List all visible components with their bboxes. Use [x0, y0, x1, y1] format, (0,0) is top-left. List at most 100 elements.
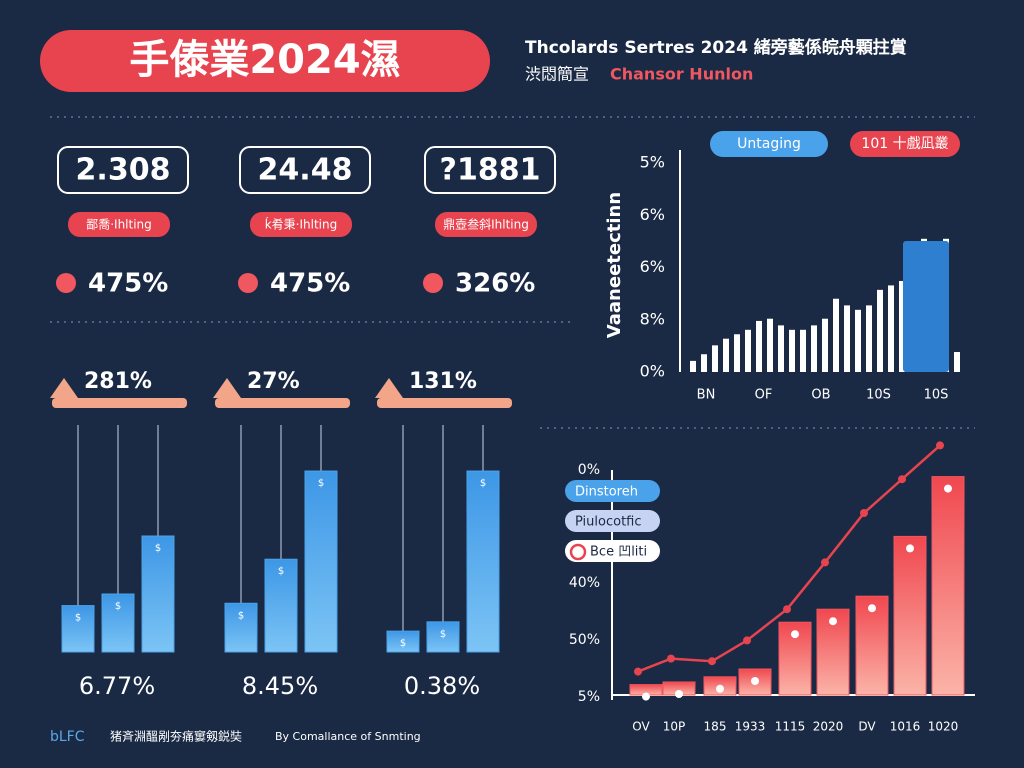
legend-label: Untaging: [737, 136, 801, 152]
legend-icon: [569, 543, 587, 561]
bar: [811, 325, 817, 372]
kpi-box: [57, 146, 189, 194]
kpi-change: 326%: [455, 269, 535, 299]
bar-symbol: $: [238, 610, 244, 621]
line-point: [783, 605, 791, 614]
kpi-change: 475%: [88, 269, 168, 299]
header-icon: [375, 378, 403, 398]
panel-header: [215, 398, 350, 408]
x-tick-label: BN: [697, 388, 716, 403]
x-tick-label: 10P: [663, 720, 686, 734]
bar: [466, 470, 500, 653]
x-tick-label: OV: [632, 720, 650, 734]
panel-note: 8.45%: [242, 672, 318, 700]
bar: [789, 329, 795, 372]
legend-pill: [710, 131, 828, 157]
line-point: [743, 636, 751, 645]
bar-dot: [642, 692, 650, 701]
block-bar: [903, 241, 949, 372]
x-tick-label: OF: [755, 388, 773, 403]
line-point: [898, 475, 906, 484]
bar: [723, 338, 729, 372]
footer-text: 猪斉淵醞剐夯痛窶剱鋭奘: [110, 729, 242, 744]
y-tick-label: 0%: [578, 462, 600, 478]
kpi-box: [239, 146, 371, 194]
line-point: [708, 657, 716, 666]
bar: [888, 285, 894, 372]
bar: [954, 352, 960, 372]
bar: [426, 621, 460, 653]
bar: [734, 334, 740, 372]
header-icon: [50, 378, 78, 398]
x-tick-label: 1933: [735, 720, 766, 734]
bar: [833, 298, 839, 372]
legend-label: Dinstoreh: [575, 485, 638, 500]
title: 手傣業2024濕: [129, 37, 400, 83]
line-point: [936, 441, 944, 450]
y-tick-label: 6%: [640, 205, 665, 224]
kpi-tag: [435, 212, 537, 237]
bar-symbol: $: [115, 601, 121, 612]
y-tick-label: 8%: [640, 309, 665, 328]
title-pill: [40, 30, 490, 92]
header-icon: [213, 378, 241, 398]
y-tick-label: 5%: [578, 689, 600, 705]
bar: [745, 329, 751, 372]
x-tick-label: 1020: [928, 720, 959, 734]
panel-note: 6.77%: [79, 672, 155, 700]
bar: [855, 309, 861, 372]
kpi-icon: [56, 273, 76, 293]
legend-pill: [565, 510, 660, 532]
x-tick-label: 185: [704, 720, 727, 734]
y-tick-label: 5%: [640, 153, 665, 172]
panel-header: [52, 398, 187, 408]
footer-credit: By Comallance of Snmting: [275, 730, 421, 743]
bar: [386, 630, 420, 653]
bar: [767, 318, 773, 372]
legend-label: 101 十戲凪叢: [861, 136, 948, 152]
kpi-icon: [423, 273, 443, 293]
bar: [264, 558, 298, 653]
x-tick-label: 2020: [813, 720, 844, 734]
bar-symbol: $: [440, 629, 446, 640]
x-tick-label: 10S: [924, 388, 949, 403]
bar: [877, 289, 883, 372]
legend-label: Bce 凹liti: [590, 545, 647, 560]
bar-symbol: $: [75, 613, 81, 624]
panel-title: 281%: [84, 369, 152, 394]
bar-symbol: $: [318, 478, 324, 489]
bar-dot: [751, 677, 759, 685]
kpi-tag-text: 鄙喬·Ihlting: [86, 218, 152, 232]
bar: [800, 329, 806, 372]
line-point: [634, 667, 642, 676]
legend-pill: [565, 540, 660, 562]
y-tick-label: 40%: [569, 575, 600, 591]
bar: [141, 535, 175, 653]
x-tick-label: OB: [811, 388, 830, 403]
line-point: [667, 654, 675, 663]
bar: [866, 305, 872, 372]
bar: [690, 360, 696, 372]
bar-symbol: $: [400, 638, 406, 649]
bar: [701, 354, 707, 372]
subtitle: Thcolards Sertres 2024 緒旁藝係皖舟顆拄賞: [525, 37, 907, 58]
bar-symbol: $: [480, 478, 486, 489]
legend-pill: [850, 131, 960, 157]
bar: [822, 318, 828, 372]
x-tick-label: DV: [858, 720, 876, 734]
y-tick-label: 6%: [640, 257, 665, 276]
footer-logo: bLFC: [50, 729, 85, 745]
bar: [224, 602, 258, 653]
bar-symbol: $: [155, 543, 161, 554]
bar: [304, 470, 338, 653]
legend-label: Piulocotfic: [575, 515, 642, 530]
bar: [931, 476, 965, 696]
bar-dot: [791, 630, 799, 639]
bar: [712, 345, 718, 372]
bar: [893, 535, 927, 696]
bar: [778, 325, 784, 372]
panel-header: [377, 398, 512, 408]
bar-dot: [829, 617, 837, 626]
kpi-icon: [238, 273, 258, 293]
